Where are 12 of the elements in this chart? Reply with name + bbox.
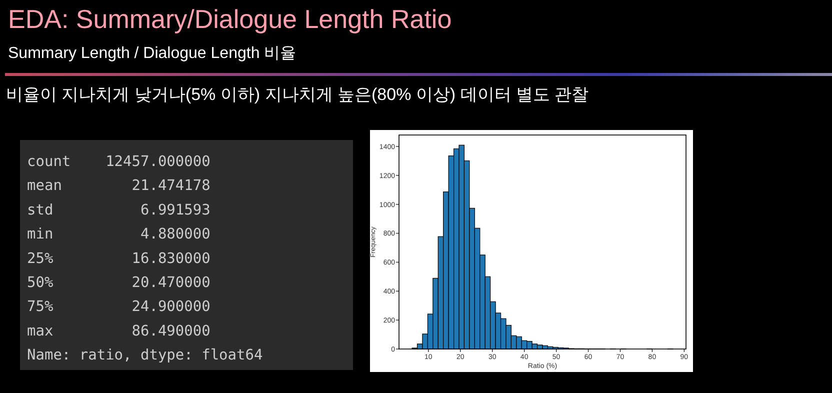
text: 비율이 지나치게 낮거나(5% 이하) 지나치게 높은(80% 이상) 데이터 별도 관찰 [6,85,589,104]
text: min 4.880000 [27,226,210,243]
text: 25% 16.830000 [27,250,210,267]
text: Summary Length / Dialogue Length 비율 [8,45,296,62]
text: count 12457.000000 [27,154,210,170]
text: EDA: Summary/Dialogue Length Ratio [8,4,452,34]
text: mean 21.474178 [27,178,210,194]
text: 50% 20.470000 [27,275,210,291]
text: 75% 24.900000 [27,299,210,316]
text: Name: ratio, dtype: float64 [27,348,263,364]
text: std 6.991593 [27,202,210,218]
text: max 86.490000 [27,323,210,340]
